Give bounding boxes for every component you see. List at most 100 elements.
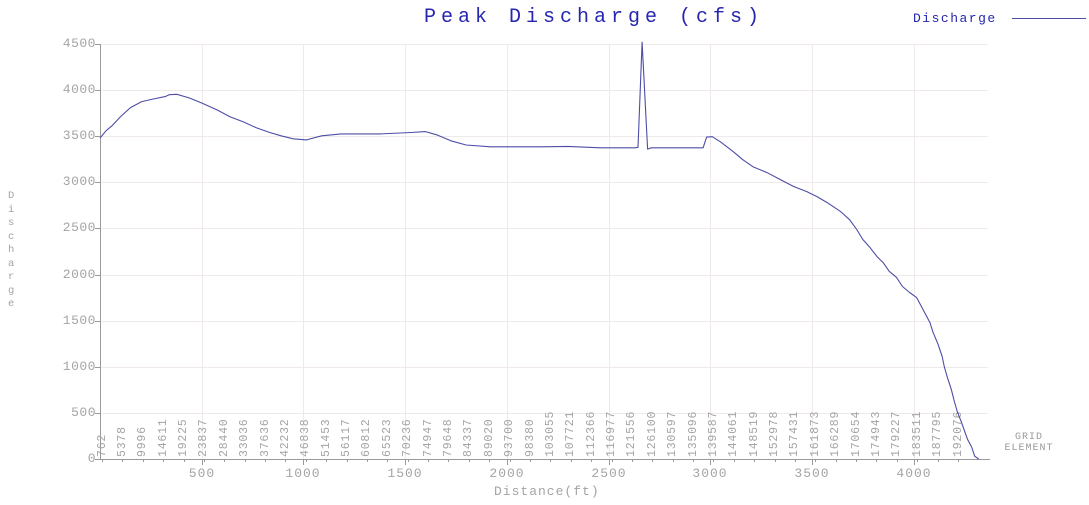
x-tick-label: 1500: [387, 466, 423, 481]
y-tick-mark: [95, 228, 100, 229]
grid-element-tick: [265, 459, 266, 462]
grid-element-tick: [775, 459, 776, 462]
chart-title: Peak Discharge (cfs): [424, 6, 765, 29]
v-gridline: [812, 44, 813, 459]
y-tick-label: 3500: [62, 128, 96, 143]
y-tick-label: 2500: [62, 220, 96, 235]
x-tick-mark: [609, 459, 610, 465]
x-tick-mark: [303, 459, 304, 465]
x-axis-title: Distance(ft): [494, 484, 600, 499]
v-gridline: [609, 44, 610, 459]
grid-element-tick: [958, 459, 959, 462]
grid-element-tick: [693, 459, 694, 462]
legend-line-sample: [1012, 18, 1086, 19]
grid-element-tick: [387, 459, 388, 462]
grid-element-tick: [448, 459, 449, 462]
x-axis-line: [100, 459, 990, 460]
grid-element-tick: [163, 459, 164, 462]
y-tick-label: 1500: [62, 313, 96, 328]
h-gridline: [100, 44, 988, 45]
x-tick-label: 1000: [285, 466, 321, 481]
grid-element-tick: [591, 459, 592, 462]
legend-label: Discharge: [913, 11, 997, 26]
y-tick-label: 4500: [62, 36, 96, 51]
h-gridline: [100, 136, 988, 137]
y-axis-line: [100, 44, 101, 460]
grid-element-tick: [754, 459, 755, 462]
y-tick-label: 500: [71, 405, 96, 420]
x-tick-label: 4000: [896, 466, 932, 481]
grid-element-tick: [897, 459, 898, 462]
grid-element-tick: [204, 459, 205, 462]
y-axis-title: D i s c h a r g e: [8, 190, 15, 310]
v-gridline: [202, 44, 203, 459]
grid-element-tick: [510, 459, 511, 462]
v-gridline: [405, 44, 406, 459]
grid-element-tick: [469, 459, 470, 462]
y-tick-mark: [95, 367, 100, 368]
y-tick-label: 1000: [62, 359, 96, 374]
grid-element-tick: [632, 459, 633, 462]
discharge-series-line: [99, 41, 980, 460]
y-tick-mark: [95, 321, 100, 322]
h-gridline: [100, 182, 988, 183]
grid-element-tick: [876, 459, 877, 462]
y-tick-label: 4000: [62, 82, 96, 97]
grid-element-tick: [285, 459, 286, 462]
x-tick-mark: [405, 459, 406, 465]
grid-element-tick: [184, 459, 185, 462]
x-tick-mark: [812, 459, 813, 465]
h-gridline: [100, 321, 988, 322]
grid-element-tick: [347, 459, 348, 462]
grid-element-tick: [856, 459, 857, 462]
y-tick-mark: [95, 136, 100, 137]
h-gridline: [100, 413, 988, 414]
x-tick-label: 500: [188, 466, 216, 481]
grid-element-tick: [795, 459, 796, 462]
v-gridline: [507, 44, 508, 459]
grid-element-tick: [571, 459, 572, 462]
grid-element-caption: GRID ELEMENT: [1004, 432, 1054, 454]
grid-element-tick: [122, 459, 123, 462]
grid-element-tick: [734, 459, 735, 462]
v-gridline: [303, 44, 304, 459]
y-tick-label: 3000: [62, 174, 96, 189]
x-tick-mark: [507, 459, 508, 465]
grid-element-tick: [550, 459, 551, 462]
grid-element-tick: [917, 459, 918, 462]
y-tick-mark: [95, 182, 100, 183]
x-tick-label: 3000: [692, 466, 728, 481]
grid-element-tick: [102, 459, 103, 462]
x-tick-label: 2500: [591, 466, 627, 481]
x-tick-label: 2000: [489, 466, 525, 481]
y-tick-label: 0: [87, 451, 96, 466]
grid-element-tick: [713, 459, 714, 462]
grid-element-tick: [530, 459, 531, 462]
y-tick-mark: [95, 459, 100, 460]
grid-element-tick: [224, 459, 225, 462]
h-gridline: [100, 367, 988, 368]
grid-element-tick: [815, 459, 816, 462]
grid-element-tick: [408, 459, 409, 462]
grid-element-tick: [836, 459, 837, 462]
x-tick-mark: [710, 459, 711, 465]
h-gridline: [100, 228, 988, 229]
grid-element-tick: [652, 459, 653, 462]
x-tick-label: 3500: [794, 466, 830, 481]
grid-element-tick: [938, 459, 939, 462]
grid-element-tick: [245, 459, 246, 462]
x-tick-mark: [914, 459, 915, 465]
y-tick-mark: [95, 413, 100, 414]
v-gridline: [914, 44, 915, 459]
grid-element-tick: [489, 459, 490, 462]
grid-element-tick: [306, 459, 307, 462]
v-gridline: [710, 44, 711, 459]
h-gridline: [100, 275, 988, 276]
y-tick-mark: [95, 275, 100, 276]
y-tick-mark: [95, 44, 100, 45]
grid-element-tick: [612, 459, 613, 462]
x-tick-mark: [202, 459, 203, 465]
y-tick-mark: [95, 90, 100, 91]
